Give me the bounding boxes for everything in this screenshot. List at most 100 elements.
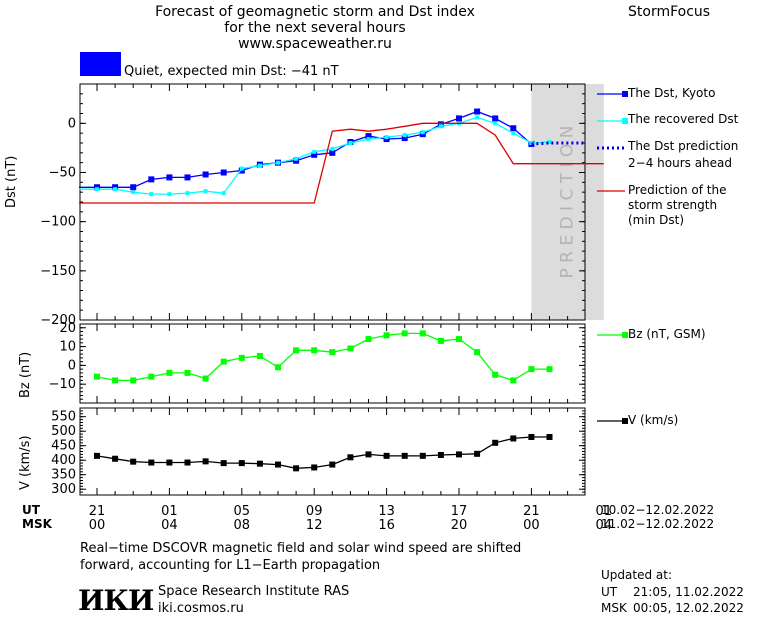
bz-plot-frame xyxy=(79,323,586,404)
prediction-band-label: P R E D I C T I O N xyxy=(558,126,578,279)
v-series-point-0 xyxy=(184,459,191,466)
v-ytick-label: 300 xyxy=(51,482,76,497)
bz-ytick-label: 10 xyxy=(59,340,76,355)
bz-series-point-0 xyxy=(166,369,173,376)
dst-series-point-0 xyxy=(492,115,499,122)
legend-dst-kyoto-swatch-marker xyxy=(622,91,628,97)
dst-series-point-0 xyxy=(401,135,408,142)
dst-series-point-1 xyxy=(257,163,262,168)
bz-ytick-label: −10 xyxy=(49,377,76,392)
dst-series-point-1 xyxy=(511,131,516,136)
v-series-point-0 xyxy=(202,458,209,465)
dst-series-point-1 xyxy=(149,192,154,197)
v-series-point-0 xyxy=(546,434,553,440)
bz-series-point-0 xyxy=(329,349,336,356)
dst-series-point-1 xyxy=(95,187,99,192)
legend-dst-recovered: The recovered Dst xyxy=(628,112,739,126)
bz-series-point-0 xyxy=(184,369,191,376)
website-link[interactable]: www.spaceweather.ru xyxy=(238,36,392,52)
legend-storm-3: (min Dst) xyxy=(628,213,685,227)
v-series-point-0 xyxy=(220,460,227,467)
dst-series-point-0 xyxy=(456,115,462,122)
updated-label: Updated at: xyxy=(601,568,672,582)
brand-name: StormFocus xyxy=(628,4,711,20)
bz-series-point-0 xyxy=(419,330,426,337)
dst-series-point-1 xyxy=(203,189,208,194)
v-plot-frame xyxy=(79,407,586,496)
bz-series-point-0 xyxy=(510,377,517,384)
iki-logo: ИКИ xyxy=(78,584,154,617)
v-series-point-0 xyxy=(311,464,318,471)
ut-tick-label: 01 xyxy=(161,504,178,519)
dst-series-point-1 xyxy=(167,192,172,197)
bz-series-point-0 xyxy=(365,336,372,343)
dst-series-point-1 xyxy=(402,133,407,138)
status-text: Quiet, expected min Dst: −41 nT xyxy=(124,64,339,79)
legend-bz: Bz (nT, GSM) xyxy=(628,327,706,341)
footer-note-2: forward, accounting for L1−Earth propaga… xyxy=(80,558,381,573)
legend-bz-swatch-marker xyxy=(622,332,628,338)
updated-msk-label: MSK xyxy=(601,601,627,615)
dst-series-point-0 xyxy=(220,169,227,176)
bz-series-point-0 xyxy=(148,373,155,380)
msk-tick-label: 12 xyxy=(306,518,323,533)
institute-site[interactable]: iki.cosmos.ru xyxy=(158,601,244,616)
dst-series-point-1 xyxy=(348,141,353,145)
footer-note-1: Real−time DSCOVR magnetic field and sola… xyxy=(80,541,522,556)
dst-series-point-0 xyxy=(329,149,336,156)
dst-series-point-1 xyxy=(185,191,190,196)
msk-tick-label: 00 xyxy=(89,518,106,533)
dst-series-line-2 xyxy=(531,141,586,146)
ut-tick-label: 05 xyxy=(234,504,251,519)
v-series-point-0 xyxy=(94,452,100,459)
ut-tick-label: 13 xyxy=(378,504,395,519)
v-series-point-0 xyxy=(238,460,245,467)
dst-series-point-1 xyxy=(493,121,498,126)
dst-series-point-1 xyxy=(294,156,299,161)
bz-ytick-label: 0 xyxy=(68,358,76,373)
v-series-point-0 xyxy=(275,461,281,468)
dst-series-point-0 xyxy=(202,171,209,178)
v-series-point-0 xyxy=(112,455,119,462)
dst-ytick-label: −50 xyxy=(49,166,76,181)
dst-series-point-1 xyxy=(239,166,244,171)
v-ytick-label: 350 xyxy=(51,468,76,483)
v-series-point-0 xyxy=(401,452,408,459)
legend-dst-prediction-2: 2−4 hours ahead xyxy=(628,156,733,170)
dst-series-point-1 xyxy=(131,190,136,195)
dst-series-point-1 xyxy=(312,149,317,154)
v-series-point-0 xyxy=(383,452,390,459)
legend-dst-kyoto: The Dst, Kyoto xyxy=(628,86,716,100)
dst-series-point-0 xyxy=(148,176,155,183)
dst-ytick-label: −200 xyxy=(40,313,76,328)
legend-storm-1: Prediction of the xyxy=(628,183,727,197)
bz-series-point-0 xyxy=(401,330,408,337)
dst-series-point-0 xyxy=(184,174,191,181)
v-ytick-label: 500 xyxy=(51,424,76,439)
msk-tick-label: 16 xyxy=(378,518,395,533)
bz-series-point-0 xyxy=(112,377,119,384)
bz-series-point-0 xyxy=(94,373,100,380)
msk-tick-label: 20 xyxy=(451,518,468,533)
ut-tick-label: 01 xyxy=(596,504,613,519)
bz-series-point-0 xyxy=(492,371,499,378)
bz-series-point-0 xyxy=(456,336,462,343)
v-series-point-0 xyxy=(148,459,155,466)
updated-msk: 00:05, 12.02.2022 xyxy=(633,601,744,615)
v-series-point-0 xyxy=(419,452,426,459)
dst-series-point-0 xyxy=(474,108,481,115)
updated-ut: 21:05, 11.02.2022 xyxy=(633,585,744,599)
updated-ut-label: UT xyxy=(601,585,618,599)
bz-series-point-0 xyxy=(474,349,481,356)
dst-series-point-0 xyxy=(130,184,137,191)
bz-series-point-0 xyxy=(202,375,209,382)
v-series-point-0 xyxy=(510,435,517,442)
msk-label: MSK xyxy=(22,517,52,531)
title-line-2: for the next several hours xyxy=(224,20,406,36)
v-ytick-label: 400 xyxy=(51,453,76,468)
v-series-point-0 xyxy=(293,465,300,472)
bz-ylabel: Bz (nT) xyxy=(18,351,33,398)
bz-series-point-0 xyxy=(347,345,354,352)
v-ytick-label: 550 xyxy=(51,410,76,425)
